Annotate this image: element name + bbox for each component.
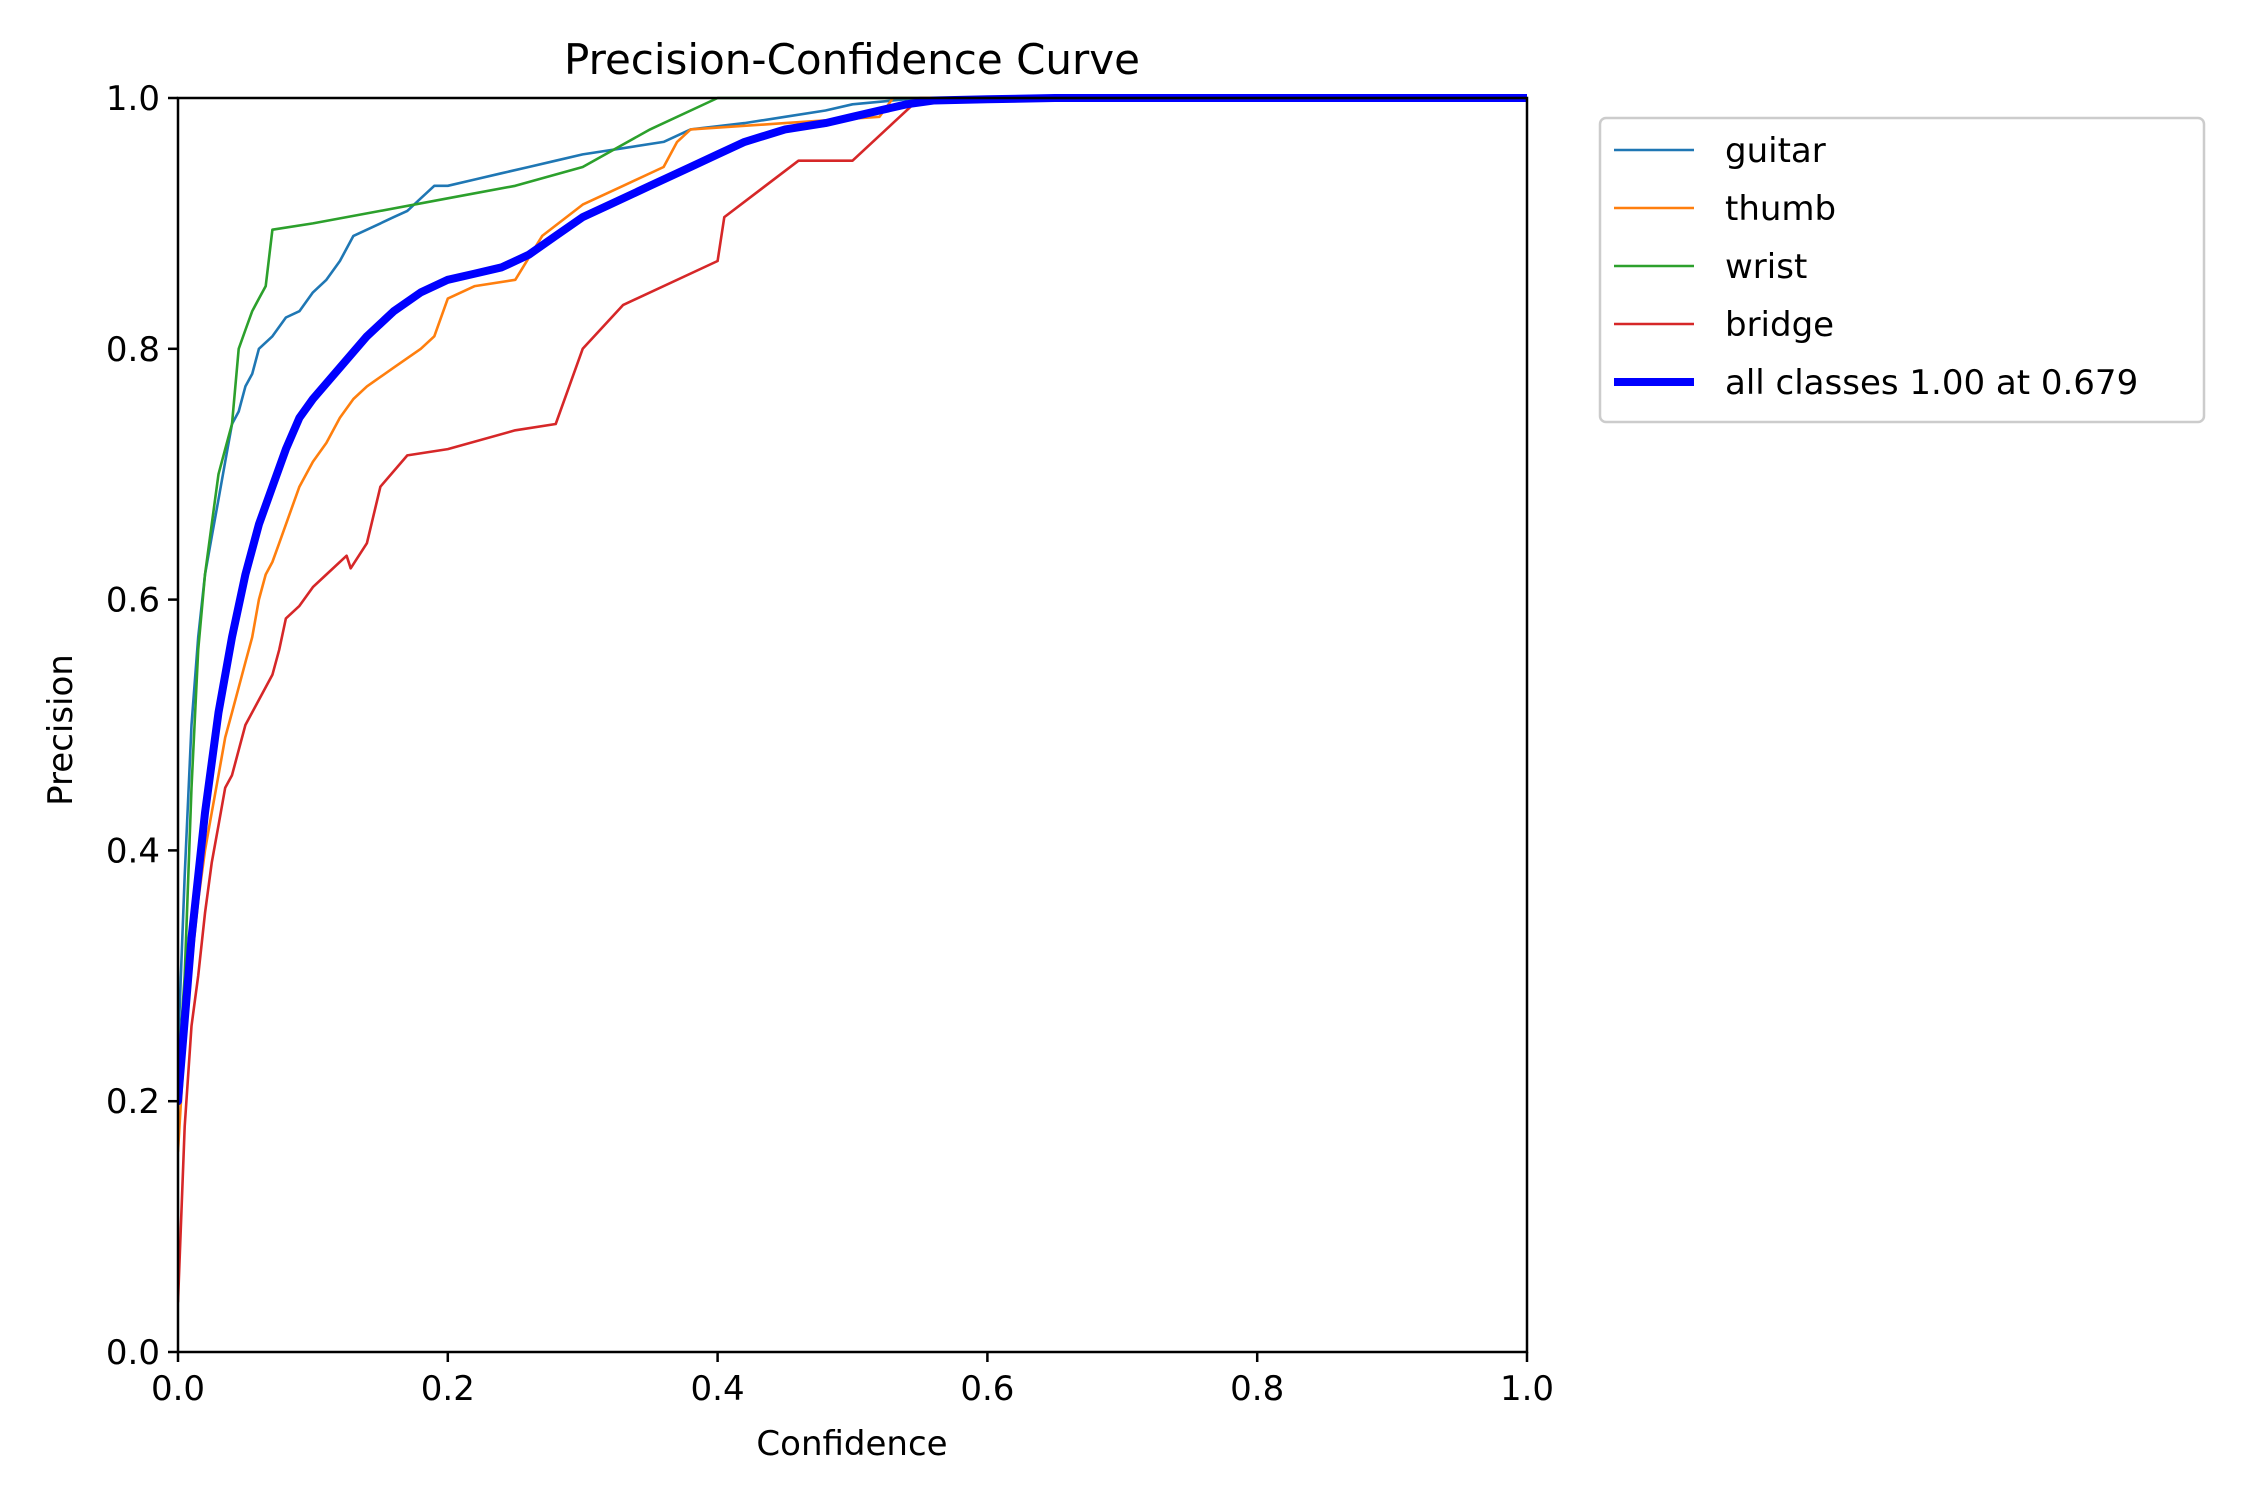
legend-entry: all classes 1.00 at 0.679 xyxy=(1725,363,2138,403)
series-lines xyxy=(178,94,1527,1304)
y-tick-label: 0.0 xyxy=(106,1333,160,1373)
legend-entry: bridge xyxy=(1725,305,1834,345)
legend-entry: wrist xyxy=(1725,247,1807,287)
x-tick-label: 1.0 xyxy=(1500,1369,1554,1409)
series-line-1 xyxy=(178,96,1527,1153)
series-line-3 xyxy=(178,96,1527,1304)
y-tick-label: 0.6 xyxy=(106,581,160,621)
chart-title: Precision-Confidence Curve xyxy=(564,35,1140,84)
legend-entry: thumb xyxy=(1725,189,1836,229)
legend: guitar thumb wrist bridge all classes 1.00 a… xyxy=(1598,116,2206,424)
x-tick-label: 0.0 xyxy=(151,1369,205,1409)
x-axis: 0.0 0.2 0.4 0.6 0.8 1.0 xyxy=(151,1352,1554,1409)
series-line-2 xyxy=(178,96,1527,1078)
x-tick-label: 0.2 xyxy=(421,1369,475,1409)
series-line-4 xyxy=(178,94,1527,1106)
y-tick-label: 0.8 xyxy=(106,330,160,370)
series-line-0 xyxy=(178,96,1527,1053)
legend-box xyxy=(1598,116,2206,424)
y-tick-label: 0.4 xyxy=(106,831,160,871)
y-tick-label: 0.2 xyxy=(106,1082,160,1122)
y-axis: 0.0 0.2 0.4 0.6 0.8 1.0 xyxy=(106,79,178,1373)
x-tick-label: 0.8 xyxy=(1230,1369,1284,1409)
plot-area xyxy=(176,94,1529,1354)
x-tick-label: 0.4 xyxy=(691,1369,745,1409)
y-axis-label: Precision xyxy=(41,654,81,806)
legend-entry: guitar xyxy=(1725,131,1826,171)
x-axis-label: Confidence xyxy=(756,1424,947,1464)
plot-frame xyxy=(176,96,1529,1354)
x-tick-label: 0.6 xyxy=(960,1369,1014,1409)
y-tick-label: 1.0 xyxy=(106,79,160,119)
